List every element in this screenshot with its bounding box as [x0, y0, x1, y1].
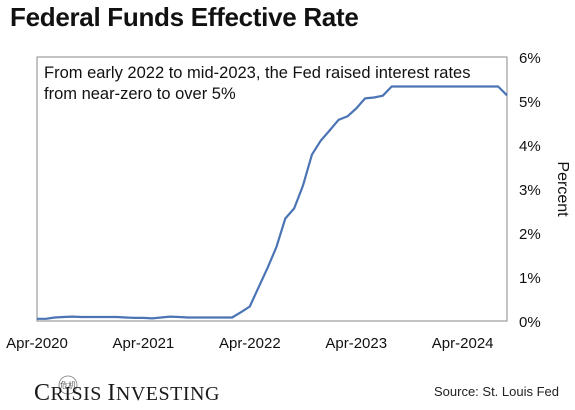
y-tick-label: 0% — [519, 314, 541, 331]
chart-title: Federal Funds Effective Rate — [10, 2, 359, 32]
x-tick-labels: Apr-2020 Apr-2021 Apr-2022 Apr-2023 Apr-2024 — [6, 335, 493, 352]
brand-initial-c: C — [34, 380, 51, 406]
logo-seal-circle — [58, 375, 78, 395]
annotation-line-1: From early 2022 to mid-2023, the Fed rai… — [44, 64, 470, 82]
brand-rest-1: RISIS — [50, 383, 108, 405]
y-tick-label: 4% — [519, 138, 541, 155]
y-tick-label: 2% — [519, 226, 541, 243]
crisis-investing-logo: 危机 — [58, 375, 78, 395]
x-tick-label: Apr-2020 — [6, 335, 68, 352]
y-tick-label: 1% — [519, 270, 541, 287]
brand-rest-2: NVESTING — [115, 383, 220, 405]
y-tick-label: 6% — [519, 50, 541, 67]
x-tick-label: Apr-2021 — [113, 335, 175, 352]
y-tick-labels: 0% 1% 2% 3% 4% 5% 6% — [519, 50, 541, 331]
brand-wordmark: CRISIS INVESTING — [34, 380, 220, 407]
brand-initial-i: I — [107, 380, 116, 406]
series-points — [36, 86, 508, 319]
x-tick-label: Apr-2022 — [219, 335, 281, 352]
x-tick-label: Apr-2024 — [432, 335, 494, 352]
y-tick-label: 5% — [519, 94, 541, 111]
x-tick-label: Apr-2023 — [325, 335, 387, 352]
y-axis-label: Percent — [554, 161, 571, 217]
source-note: Source: St. Louis Fed — [433, 384, 559, 399]
series-line — [37, 85, 508, 320]
y-tick-label: 3% — [519, 182, 541, 199]
plot-frame — [36, 56, 508, 322]
annotation-line-2: from near-zero to over 5% — [44, 85, 236, 103]
logo-seal-glyph: 危机 — [60, 380, 76, 390]
